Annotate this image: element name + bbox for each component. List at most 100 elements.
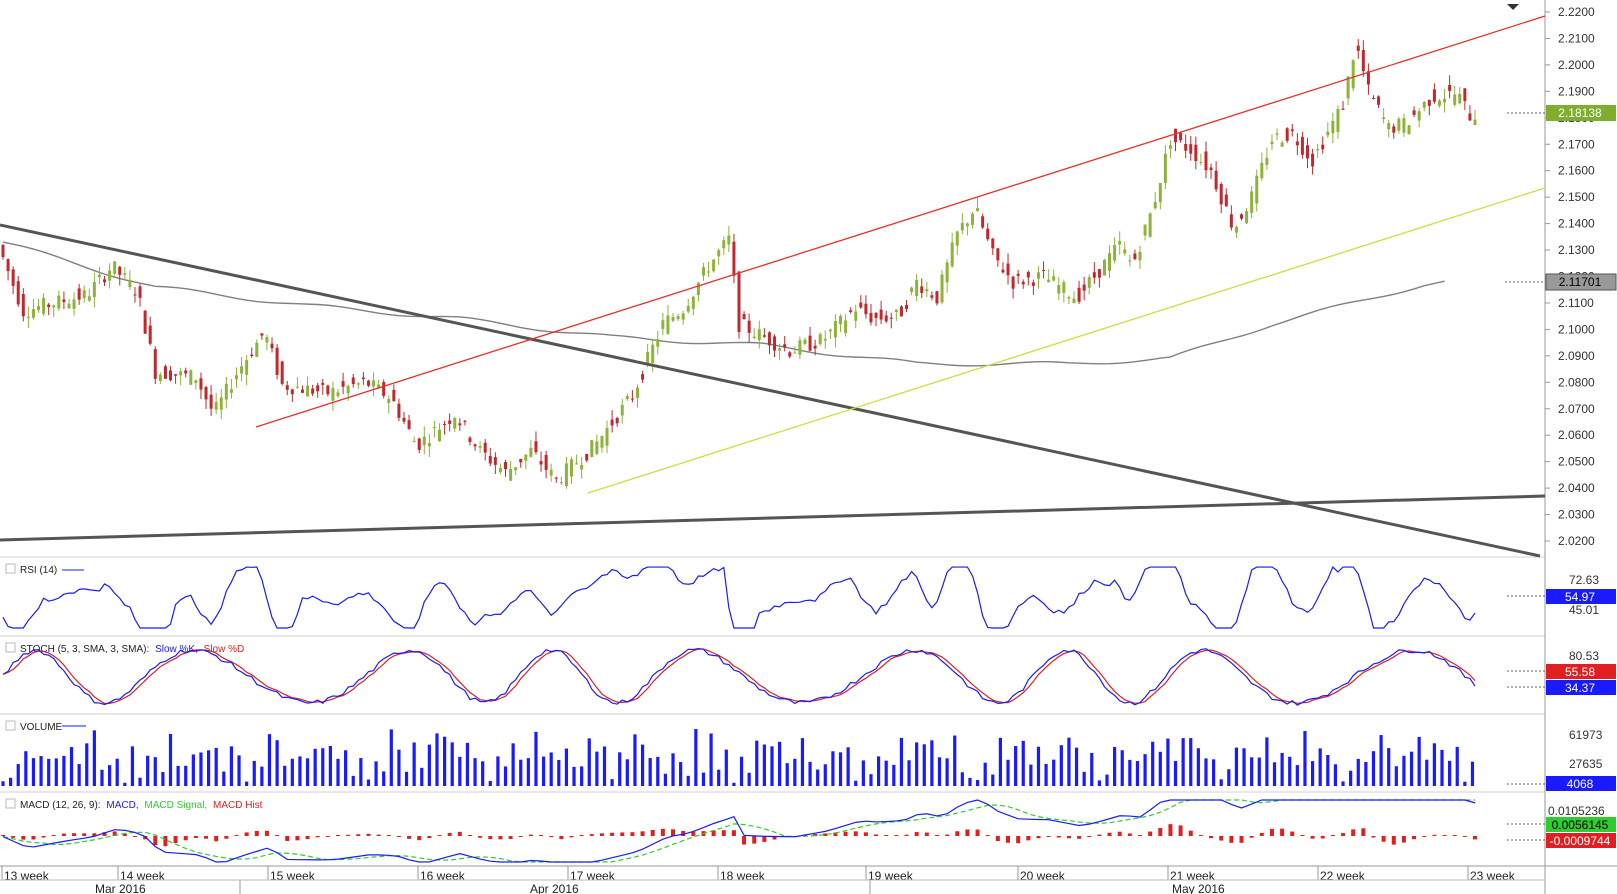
macd-hist-bar xyxy=(518,836,523,837)
volume-bar xyxy=(458,756,462,786)
candle-body xyxy=(26,316,30,318)
volume-bar xyxy=(1402,755,1406,786)
month-label: May 2016 xyxy=(1172,882,1225,894)
candle-body xyxy=(1336,109,1340,132)
macd-hist-bar xyxy=(508,836,513,839)
stoch-d-label: Slow %D xyxy=(204,644,245,655)
volume-bar xyxy=(945,758,949,786)
candle-body xyxy=(1326,131,1330,136)
volume-bar xyxy=(245,781,249,786)
macd-hist-bar xyxy=(11,836,16,838)
candle-body xyxy=(778,348,782,351)
candle-body xyxy=(889,317,893,319)
candle-body xyxy=(316,385,320,392)
macd-hist-current-value: -0.0009744 xyxy=(1550,834,1611,848)
volume-bar xyxy=(77,764,81,786)
volume-bar xyxy=(237,755,241,786)
stoch-k-line xyxy=(2,648,1476,706)
candle-body xyxy=(620,404,624,416)
volume-bar xyxy=(336,758,340,786)
volume-bar xyxy=(92,730,96,786)
panel-collapse-icon[interactable] xyxy=(5,642,16,653)
candle-body xyxy=(463,420,467,422)
candle-body xyxy=(1392,126,1396,133)
volume-bar xyxy=(214,747,218,786)
candle-body xyxy=(839,316,843,325)
candle-body xyxy=(945,262,949,283)
candle-body xyxy=(62,299,66,303)
macd-hist-bar xyxy=(1412,836,1417,840)
macd-hist-bar xyxy=(122,833,127,836)
volume-bar xyxy=(686,775,690,786)
volume-bar xyxy=(656,756,660,786)
macd-label: MACD, xyxy=(106,800,138,811)
candle-body xyxy=(57,295,61,309)
week-label: 19 week xyxy=(868,869,914,883)
macd-hist-bar xyxy=(1371,836,1376,838)
volume-bar xyxy=(283,765,287,786)
candle-body xyxy=(1031,282,1035,286)
macd-hist-bar xyxy=(417,836,422,841)
current-price-badge: 2.18138 xyxy=(1507,105,1616,121)
volume-bar xyxy=(800,738,805,786)
candle-body xyxy=(646,352,650,365)
macd-hist-bar xyxy=(640,831,645,836)
volume-bar xyxy=(397,749,401,786)
candle-body xyxy=(1108,253,1112,271)
candle-body xyxy=(1042,269,1046,271)
volume-bar xyxy=(892,764,896,786)
candle-body xyxy=(336,392,340,397)
panel-collapse-icon[interactable] xyxy=(5,720,16,731)
candle-body xyxy=(77,288,81,300)
volume-bar xyxy=(161,771,165,786)
volume-bar xyxy=(138,777,142,786)
price-tick-label: 2.1300 xyxy=(1558,243,1595,257)
candle-body xyxy=(209,394,213,409)
volume-bar xyxy=(1181,738,1185,786)
volume-bar xyxy=(1394,766,1398,786)
macd-hist-bar xyxy=(1158,828,1163,836)
volume-bar xyxy=(747,772,751,786)
volume-bar xyxy=(572,766,576,786)
panel-collapse-icon[interactable] xyxy=(5,563,16,574)
candle-body xyxy=(1245,211,1249,224)
candle-body xyxy=(1123,249,1127,254)
candle-body xyxy=(1366,71,1370,85)
candle-body xyxy=(432,426,436,428)
candle-body xyxy=(950,242,954,267)
volume-bar xyxy=(351,775,355,786)
macd-hist-bar xyxy=(823,833,828,836)
candle-body xyxy=(72,299,76,309)
macd-hist-bar xyxy=(102,832,107,836)
candle-body xyxy=(97,274,101,278)
volume-bar xyxy=(382,771,386,786)
candle-body xyxy=(103,279,107,283)
volume-bar xyxy=(663,773,667,786)
candle-body xyxy=(1305,145,1309,159)
candle-body xyxy=(1224,194,1228,207)
candle-body xyxy=(372,380,376,387)
candle-body xyxy=(656,339,660,347)
candle-body xyxy=(737,271,741,332)
candle-body xyxy=(1260,162,1264,179)
volume-bar xyxy=(1074,747,1079,786)
macd-hist-bar xyxy=(1046,836,1051,837)
volume-bar xyxy=(69,747,74,786)
volume-bar xyxy=(465,742,470,786)
scroll-marker-icon[interactable] xyxy=(1507,4,1519,10)
macd-hist-bar xyxy=(325,836,330,837)
volume-bar xyxy=(1257,757,1261,786)
candle-body xyxy=(1118,240,1122,245)
time-axis: 13 week 14 week 15 week 16 week 17 week 18 we… xyxy=(0,866,1545,894)
candle-body xyxy=(422,436,426,446)
ma-value-badge: 2.11701 xyxy=(1505,273,1617,291)
candle-body xyxy=(42,297,46,314)
volume-bar xyxy=(1173,760,1178,786)
price-tick-label: 2.1900 xyxy=(1558,84,1595,98)
volume-bar xyxy=(1006,759,1010,786)
volume-bar xyxy=(1113,746,1117,786)
candle-body xyxy=(1331,120,1335,134)
candle-body xyxy=(874,312,878,318)
panel-collapse-icon[interactable] xyxy=(5,798,16,809)
price-tick-label: 2.0500 xyxy=(1558,455,1595,469)
